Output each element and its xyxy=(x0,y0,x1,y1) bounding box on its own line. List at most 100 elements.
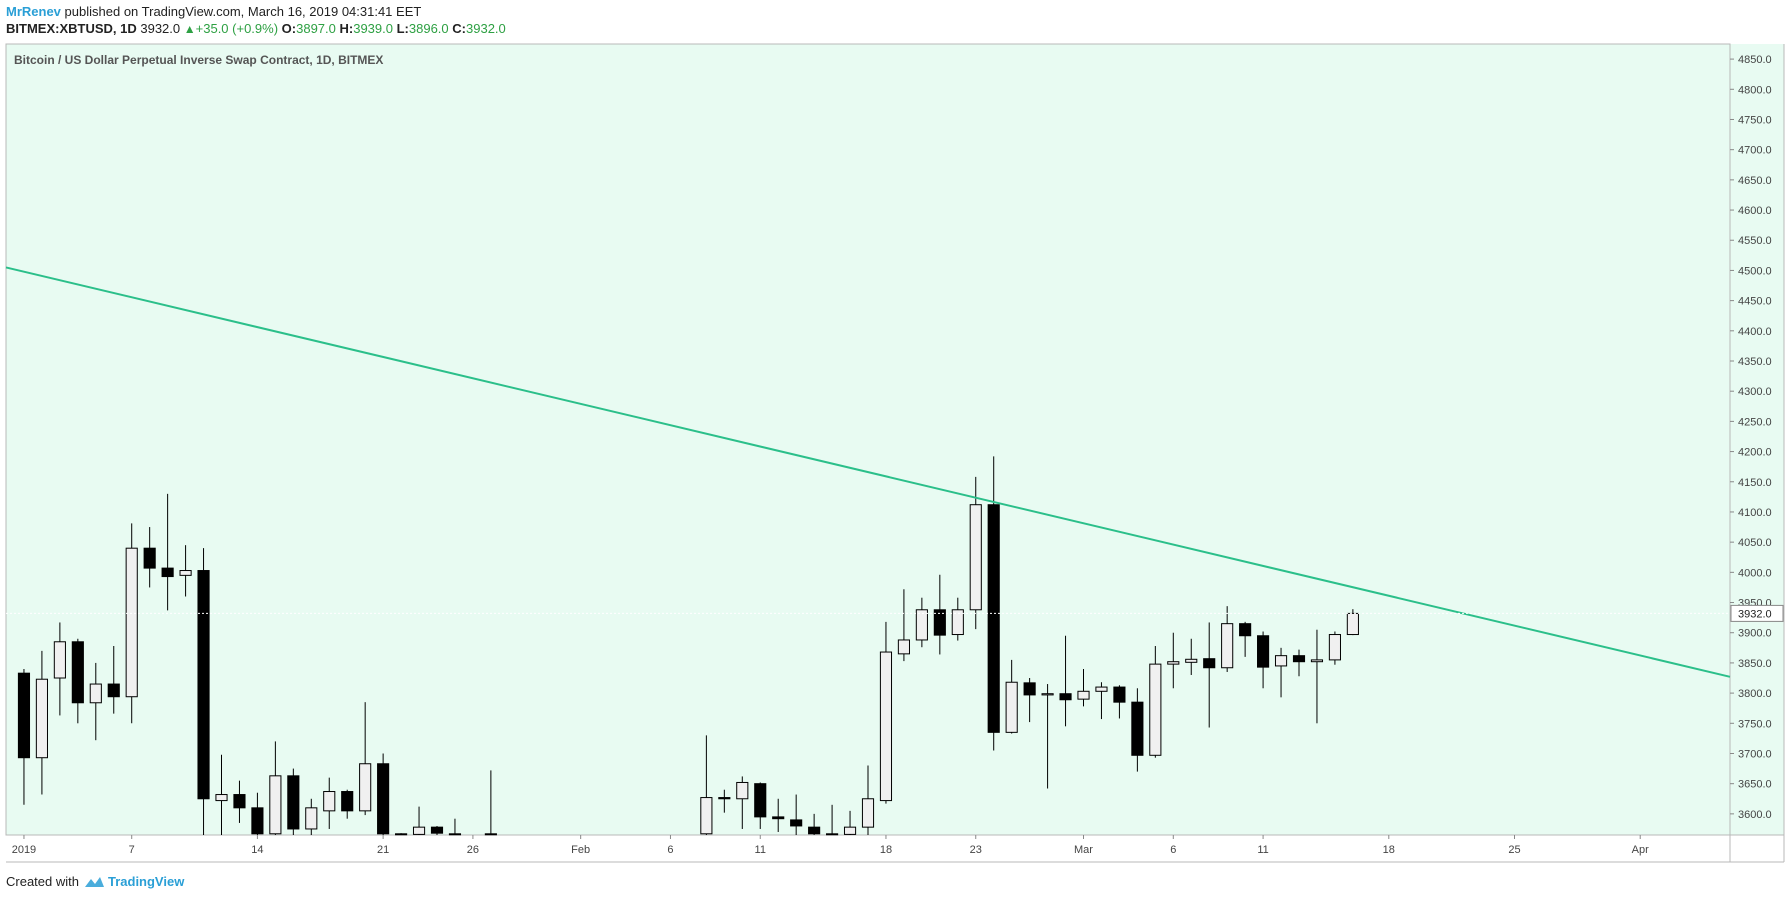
symbol-line: BITMEX:XBTUSD, 1D 3932.0 ▲+35.0 (+0.9%) … xyxy=(6,21,506,36)
low-value: 3896.0 xyxy=(408,21,449,36)
candle-body xyxy=(323,791,336,812)
candle[interactable] xyxy=(1023,678,1036,723)
candle[interactable] xyxy=(35,650,48,795)
candle[interactable] xyxy=(1292,649,1306,677)
x-tick-label: 23 xyxy=(970,844,982,856)
candle[interactable] xyxy=(826,804,839,836)
candle-body xyxy=(269,775,282,835)
candle[interactable] xyxy=(377,753,390,835)
candle[interactable] xyxy=(951,597,964,641)
y-tick-label: 4550.0 xyxy=(1738,235,1772,247)
candle[interactable] xyxy=(1131,688,1144,772)
candle[interactable] xyxy=(1257,631,1270,689)
candle[interactable] xyxy=(1328,631,1341,665)
candle[interactable] xyxy=(1221,606,1234,672)
y-tick-label: 4800.0 xyxy=(1738,84,1772,96)
candle[interactable] xyxy=(808,813,821,835)
candle[interactable] xyxy=(395,833,408,836)
candle[interactable] xyxy=(790,794,803,835)
candle[interactable] xyxy=(71,638,84,724)
candle[interactable] xyxy=(430,825,444,835)
y-tick-label: 4100.0 xyxy=(1738,507,1772,519)
candle[interactable] xyxy=(736,776,749,829)
candle[interactable] xyxy=(915,597,928,648)
candle[interactable] xyxy=(1095,682,1108,720)
candle[interactable] xyxy=(700,735,713,835)
candle[interactable] xyxy=(484,770,497,836)
candle[interactable] xyxy=(287,768,300,835)
candle[interactable] xyxy=(305,798,318,835)
candle[interactable] xyxy=(933,574,946,655)
candle[interactable] xyxy=(754,782,767,829)
close-value: 3932.0 xyxy=(466,21,506,36)
candle[interactable] xyxy=(718,789,731,813)
candle[interactable] xyxy=(107,646,120,714)
candle[interactable] xyxy=(969,476,982,630)
candle[interactable] xyxy=(987,456,1000,751)
candle[interactable] xyxy=(1346,609,1359,636)
candle-body xyxy=(861,798,875,828)
candle-body xyxy=(1041,693,1054,696)
candle[interactable] xyxy=(412,806,426,835)
candle[interactable] xyxy=(89,662,102,741)
x-tick-label: 11 xyxy=(755,844,766,856)
candle[interactable] xyxy=(1203,622,1216,728)
candle-body xyxy=(1131,701,1144,756)
candle[interactable] xyxy=(1274,647,1288,698)
high-label: H: xyxy=(339,21,354,36)
candle[interactable] xyxy=(1185,638,1198,675)
candle-body xyxy=(430,826,444,834)
author-link[interactable]: MrRenev xyxy=(6,4,61,19)
candle[interactable] xyxy=(1041,684,1054,789)
candles xyxy=(17,456,1359,836)
candle[interactable] xyxy=(215,754,228,835)
candle[interactable] xyxy=(1077,668,1090,707)
candle[interactable] xyxy=(1167,632,1180,689)
candle[interactable] xyxy=(53,622,66,716)
candle-body xyxy=(35,678,48,759)
close-label: C: xyxy=(452,21,466,36)
candle[interactable] xyxy=(1005,659,1018,734)
candle[interactable] xyxy=(143,527,156,588)
x-tick-label: 18 xyxy=(1383,844,1395,856)
trendline[interactable] xyxy=(5,266,1731,678)
candle-body xyxy=(359,763,372,812)
candle[interactable] xyxy=(1149,646,1162,758)
candle[interactable] xyxy=(1113,685,1126,719)
candle-body xyxy=(341,791,354,812)
candle[interactable] xyxy=(161,493,174,611)
candle[interactable] xyxy=(233,780,246,823)
candle[interactable] xyxy=(772,798,785,832)
candle[interactable] xyxy=(125,523,138,724)
candle-body xyxy=(915,609,928,641)
candle[interactable] xyxy=(1239,621,1252,657)
candle-body xyxy=(1113,686,1126,703)
low-label: L: xyxy=(396,21,409,36)
candle[interactable] xyxy=(251,792,264,835)
candle[interactable] xyxy=(1310,629,1324,724)
candle[interactable] xyxy=(1059,635,1072,727)
candle[interactable] xyxy=(269,741,282,835)
candle-body xyxy=(879,651,893,802)
candle[interactable] xyxy=(179,545,192,597)
current-price-label: 3932.0 xyxy=(1738,608,1772,620)
candle-body xyxy=(897,639,910,655)
candle[interactable] xyxy=(879,621,893,804)
price-change: +35.0 (+0.9%) xyxy=(195,21,279,36)
candle[interactable] xyxy=(323,777,336,829)
candle[interactable] xyxy=(17,668,31,805)
candle[interactable] xyxy=(861,765,875,835)
candle[interactable] xyxy=(197,548,210,835)
candle[interactable] xyxy=(341,789,354,819)
candle[interactable] xyxy=(843,810,857,835)
candle[interactable] xyxy=(448,818,462,836)
up-arrow-icon: ▲ xyxy=(183,22,196,36)
x-tick-label: 26 xyxy=(467,844,479,856)
candle-body xyxy=(17,672,31,759)
price-axis-area xyxy=(1730,44,1784,835)
candle[interactable] xyxy=(897,589,910,662)
candle-body xyxy=(1274,655,1288,667)
tradingview-logo[interactable]: TradingView xyxy=(82,874,184,889)
candle[interactable] xyxy=(359,702,372,816)
